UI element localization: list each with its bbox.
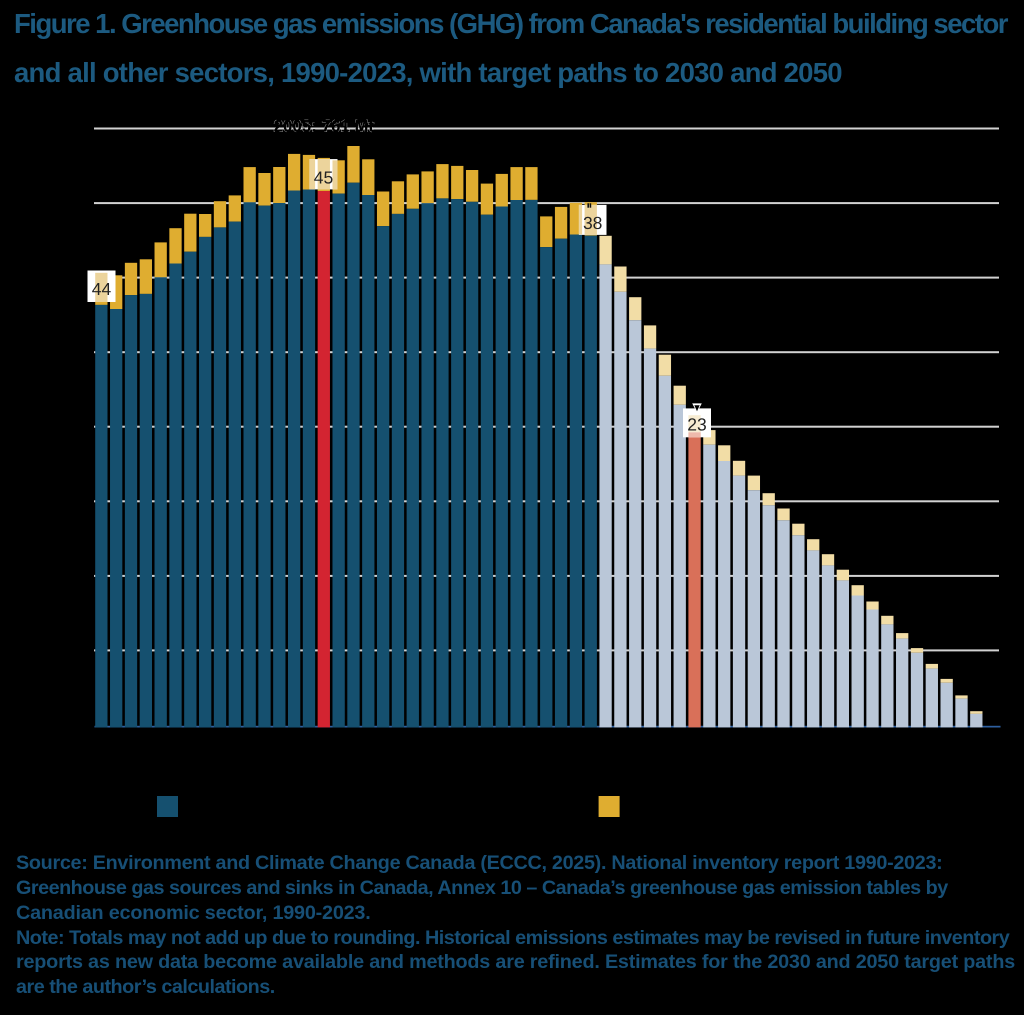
svg-text:45: 45 [314,167,333,187]
svg-text:All other sectors’ emissions (: All other sectors’ emissions (Mt CO2e) [186,799,458,816]
svg-text:2005: 761 Mt: 2005: 761 Mt [274,118,375,136]
svg-text:23: 23 [687,415,706,435]
svg-text:44: 44 [92,279,112,299]
svg-text:2005: 761 Mt: 2005: 761 Mt [274,118,375,136]
svg-text:38: 38 [583,213,602,233]
svg-text:Residential buildings emission: Residential buildings emissions (Mt CO2e… [628,799,929,816]
